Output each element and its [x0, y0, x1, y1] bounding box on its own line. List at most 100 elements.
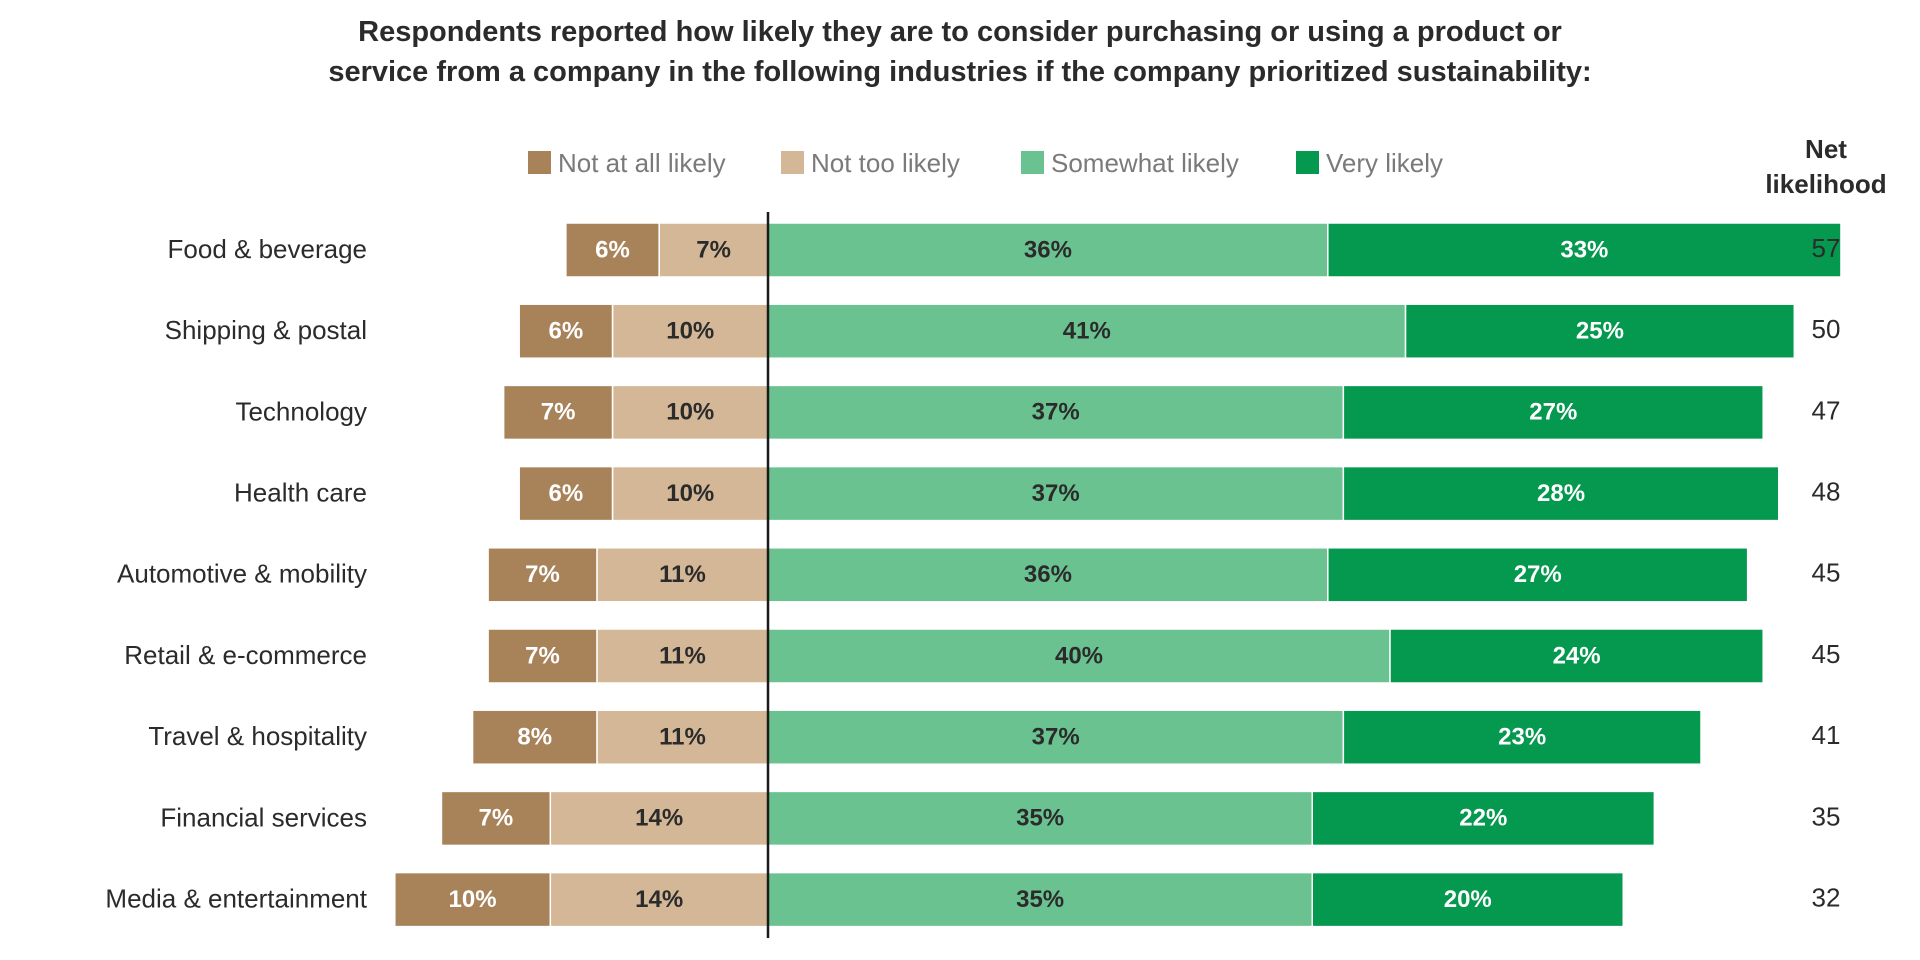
bar-row: Media & entertainment 14% 10% 35% 20% 32 [105, 871, 1840, 928]
bar-row: Food & beverage 7% 6% 36% 33% 57 [168, 222, 1842, 278]
segment-label: 11% [659, 724, 706, 751]
category-label: Health care [234, 477, 367, 507]
bar-segment [1311, 790, 1656, 847]
chart-title-line: service from a company in the following … [328, 56, 1591, 88]
legend: Not at all likely Not too likely Somewhat … [528, 148, 1443, 178]
net-likelihood-value: 45 [1812, 639, 1841, 669]
bar-row: Shipping & postal 10% 6% 41% 25% 50 [165, 303, 1841, 359]
bar-segment [1342, 384, 1764, 441]
category-label: Financial services [160, 802, 367, 832]
category-label: Travel & hospitality [148, 721, 367, 751]
net-likelihood-header-line: likelihood [1765, 169, 1886, 199]
segment-label: 6% [595, 236, 630, 263]
net-likelihood-header-line: Net [1805, 134, 1847, 164]
segment-label: 10% [666, 480, 714, 507]
net-likelihood-value: 35 [1812, 801, 1841, 831]
bar-segment [487, 628, 598, 684]
segment-label: 14% [635, 805, 683, 832]
net-likelihood-value: 45 [1812, 558, 1841, 588]
bar-segment [1342, 709, 1702, 765]
legend-label: Somewhat likely [1051, 148, 1239, 178]
bar-segment [767, 628, 1391, 684]
bar-segment [611, 303, 769, 359]
segment-label: 37% [1032, 480, 1080, 507]
bar-segment [596, 709, 769, 765]
legend-swatch [1296, 151, 1319, 174]
bar-segment [471, 709, 598, 765]
chart-title: Respondents reported how likely they are… [328, 16, 1591, 88]
segment-label: 27% [1514, 561, 1562, 588]
net-likelihood-value: 50 [1812, 314, 1841, 344]
bar-segment [518, 303, 614, 359]
category-label: Retail & e-commerce [124, 640, 367, 670]
segment-label: 36% [1024, 236, 1072, 263]
bar-segment [1327, 547, 1749, 603]
bars: Food & beverage 7% 6% 36% 33% 57 Shipping & po… [105, 222, 1842, 928]
legend-item: Not too likely [781, 148, 960, 178]
segment-label: 35% [1016, 805, 1064, 832]
legend-swatch [781, 151, 804, 174]
category-label: Technology [235, 396, 367, 426]
bar-segment [502, 384, 614, 441]
bar-row: Travel & hospitality 11% 8% 37% 23% 41 [148, 709, 1841, 765]
chart-title-line: Respondents reported how likely they are… [358, 16, 1562, 48]
segment-label: 7% [479, 805, 514, 832]
bar-row: Financial services 14% 7% 35% 22% 35 [160, 790, 1841, 847]
segment-label: 7% [525, 561, 560, 588]
net-likelihood-header: Net likelihood [1765, 134, 1886, 199]
bar-segment [1311, 871, 1624, 928]
bar-segment [767, 547, 1329, 603]
bar-segment [487, 547, 598, 603]
segment-label: 27% [1529, 399, 1577, 426]
segment-label: 41% [1063, 318, 1111, 345]
segment-label: 7% [696, 236, 731, 263]
segment-label: 36% [1024, 561, 1072, 588]
bar-segment [596, 628, 769, 684]
bar-segment [440, 790, 552, 847]
bar-segment [767, 790, 1313, 847]
bar-segment [1342, 465, 1780, 522]
bar-row: Technology 10% 7% 37% 27% 47 [235, 384, 1841, 441]
bar-row: Health care 10% 6% 37% 28% 48 [234, 465, 1841, 522]
bar-row: Automotive & mobility 11% 7% 36% 27% 45 [117, 547, 1841, 603]
segment-label: 10% [449, 886, 497, 913]
segment-label: 6% [549, 480, 584, 507]
bar-row: Retail & e-commerce 11% 7% 40% 24% 45 [124, 628, 1841, 684]
legend-label: Very likely [1326, 148, 1443, 178]
category-label: Food & beverage [168, 234, 367, 264]
segment-label: 25% [1576, 318, 1624, 345]
legend-item: Somewhat likely [1021, 148, 1239, 178]
segment-label: 37% [1032, 399, 1080, 426]
segment-label: 11% [659, 642, 706, 669]
segment-label: 22% [1459, 805, 1507, 832]
legend-swatch [1021, 151, 1044, 174]
segment-label: 14% [635, 886, 683, 913]
bar-segment [518, 465, 614, 522]
segment-label: 24% [1553, 642, 1601, 669]
segment-label: 8% [517, 724, 552, 751]
segment-label: 23% [1498, 724, 1546, 751]
legend-swatch [528, 151, 551, 174]
segment-label: 6% [549, 318, 584, 345]
bar-segment [549, 790, 769, 847]
segment-label: 37% [1032, 724, 1080, 751]
segment-label: 10% [666, 399, 714, 426]
segment-label: 28% [1537, 480, 1585, 507]
segment-label: 40% [1055, 642, 1103, 669]
segment-label: 7% [541, 399, 576, 426]
bar-segment [767, 303, 1407, 359]
segment-label: 10% [666, 318, 714, 345]
bar-segment [1389, 628, 1764, 684]
bar-segment [1327, 222, 1842, 278]
segment-label: 33% [1560, 236, 1608, 263]
category-label: Automotive & mobility [117, 559, 367, 589]
legend-item: Very likely [1296, 148, 1443, 178]
net-likelihood-value: 48 [1812, 476, 1841, 506]
net-likelihood-value: 41 [1812, 720, 1841, 750]
legend-label: Not at all likely [558, 148, 726, 178]
segment-label: 20% [1444, 886, 1492, 913]
category-label: Shipping & postal [165, 315, 367, 345]
net-likelihood-value: 47 [1812, 395, 1841, 425]
bar-segment [611, 465, 769, 522]
